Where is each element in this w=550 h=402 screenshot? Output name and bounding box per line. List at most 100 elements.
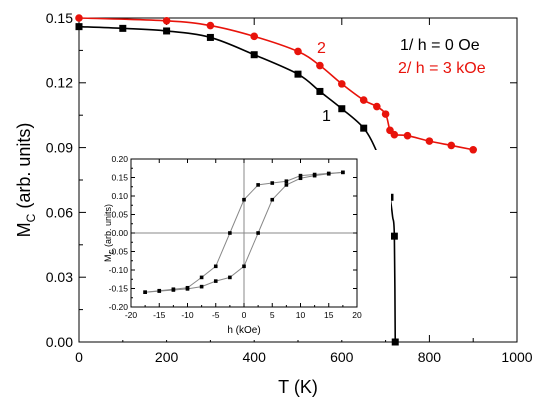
series-label-1: 1 (322, 108, 331, 125)
x-tick-label: -15 (153, 310, 166, 320)
y-tick-label: 0.03 (46, 269, 73, 285)
y-tick-label: -0.15 (109, 283, 129, 293)
x-tick-label: 600 (330, 349, 354, 365)
inset-branch-2-point (242, 264, 246, 269)
y-tick-label: 0.12 (46, 75, 73, 91)
inset-markers-group (143, 170, 345, 294)
inset-y-axis-label: MC (arb. units) (103, 204, 116, 262)
y-tick-label: 0.10 (111, 191, 128, 201)
y-tick-label: 0.09 (46, 140, 73, 156)
series-2-point (447, 141, 456, 150)
legend-line-2: 2/ h = 3 kOe (398, 60, 486, 77)
series-2-point (390, 130, 399, 139)
main-x-axis-label: T (K) (278, 377, 318, 397)
inset-branch-2-point (157, 289, 162, 293)
y-tick-label: 0.00 (111, 228, 128, 238)
series-2-point (425, 137, 434, 145)
main-y-axis-label: MC (arb. units) (14, 123, 38, 238)
inset-zero-lines (131, 159, 357, 307)
series-2-point (373, 102, 381, 111)
x-tick-label: 0 (242, 310, 247, 320)
inset-branch-2-point (199, 284, 204, 289)
inset-branch-2-point (256, 231, 260, 235)
inset-branch-1-point (298, 173, 303, 178)
y-tick-label: 0.15 (46, 10, 73, 26)
series-1-point (75, 23, 83, 31)
inset-branch-1-point (228, 231, 232, 235)
x-tick-label: 5 (270, 310, 275, 320)
main-y-axis-label-main: M (14, 222, 34, 237)
x-tick-label: 0 (75, 349, 83, 365)
series-1-point (360, 124, 368, 132)
inset-branch-2-point (143, 290, 147, 294)
series-2-point (75, 14, 83, 22)
series-1-point (294, 70, 302, 78)
y-tick-label: 0.15 (111, 172, 128, 182)
inset-y-axis-label-sub: C (109, 249, 116, 254)
inset-branch-2-point (341, 170, 345, 175)
series-2-point (469, 145, 478, 154)
inset-branch-2-point (171, 288, 176, 292)
series-2-point (250, 32, 258, 41)
x-tick-label: 800 (418, 349, 442, 365)
series-2-point (338, 80, 346, 88)
series-2-point (316, 61, 324, 70)
series-1-point (119, 24, 127, 32)
x-tick-label: 15 (324, 310, 334, 320)
inset-branch-2-point (284, 183, 289, 187)
x-tick-label: -20 (125, 310, 138, 320)
inset-branch-1-point (284, 179, 289, 183)
series-2-point (381, 110, 390, 118)
series-2-point (162, 17, 171, 25)
inset-branch-2-point (270, 197, 275, 202)
y-tick-label: 0.06 (46, 204, 73, 220)
main-y-axis-label-rest: (arb. units) (14, 123, 34, 214)
y-tick-label: -0.05 (109, 246, 129, 256)
inset-branch-2-point (185, 287, 190, 291)
legend-line-1: 1/ h = 0 Oe (400, 37, 480, 54)
series-1-point (338, 105, 346, 113)
x-tick-label: -10 (181, 310, 194, 320)
main-y-axis-label-sub: C (24, 213, 38, 222)
inset-branch-2-point (326, 172, 331, 176)
series-label-2: 2 (317, 40, 326, 57)
inset-y-axis-label-rest: (arb. units) (103, 204, 113, 250)
inset-branch-2-point (213, 279, 218, 283)
y-tick-label: 0.05 (111, 209, 128, 219)
y-tick-label: -0.10 (109, 265, 129, 275)
series-1-point (316, 87, 324, 95)
inset-branch-2-point (298, 176, 303, 181)
inset-branch-1-point (242, 197, 246, 202)
inset-branch-1-point (270, 181, 275, 185)
series-1-point (390, 232, 398, 240)
series-1-point (163, 27, 171, 35)
inset-background (109, 150, 391, 340)
inset-y-axis-label-main: M (103, 255, 113, 263)
x-tick-label: 1000 (501, 349, 532, 365)
y-tick-label: 0.00 (46, 334, 73, 350)
inset-axis-ticks: -20 -15 -10 -5 0 5 10 15 20 -0.20 -0.15 -0.10 -0.05 0… (109, 154, 362, 320)
x-tick-label: 400 (243, 349, 267, 365)
main-axis-ticks: 0 200 400 600 800 10000.000.030.060.090.120.1… (46, 10, 533, 365)
series-2-point (359, 96, 368, 104)
series-2-point (206, 21, 215, 30)
series-1-point (391, 338, 399, 346)
x-tick-label: 20 (352, 310, 362, 320)
series-1-point (206, 33, 214, 41)
inset-branch-1-point (256, 183, 260, 187)
series-2-line (78, 17, 474, 151)
y-tick-label: -0.20 (109, 302, 129, 312)
x-tick-label: 200 (155, 349, 179, 365)
inset-branch-1-point (199, 275, 204, 280)
inset-x-axis-label: h (kOe) (227, 325, 260, 336)
inset-branch-2-point (228, 275, 232, 280)
x-tick-label: -5 (212, 310, 220, 320)
series-2-point (403, 131, 412, 140)
inset-branch-1-point (213, 264, 218, 269)
series-2-point (294, 47, 302, 56)
inset-branch-2-point (312, 173, 317, 178)
x-tick-label: 10 (296, 310, 306, 320)
series-1-point (250, 51, 258, 59)
y-tick-label: 0.20 (111, 154, 128, 164)
